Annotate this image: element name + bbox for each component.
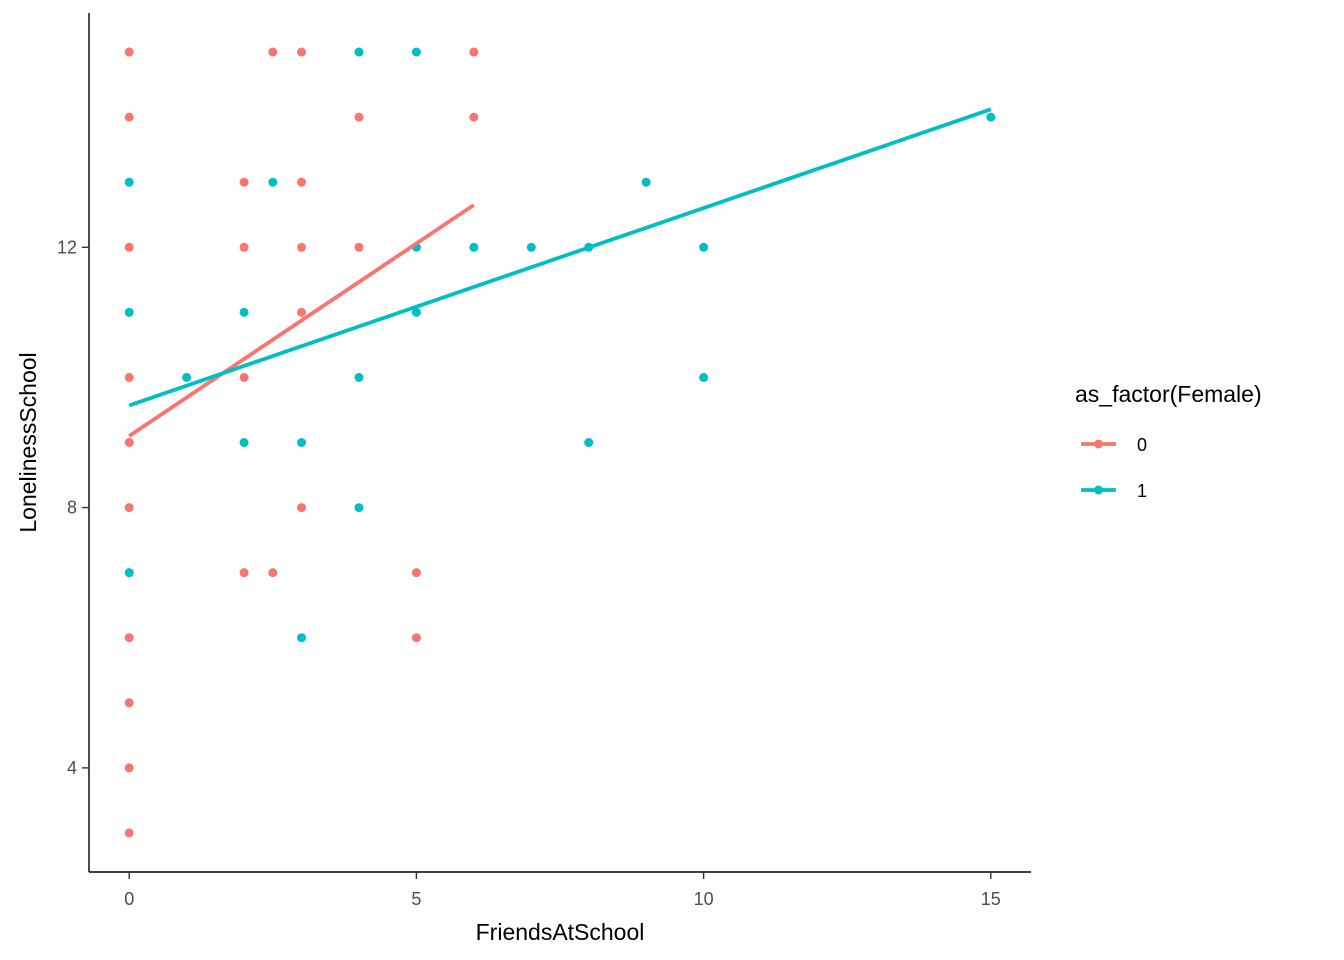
series-1-points	[124, 47, 996, 643]
data-point	[182, 372, 192, 382]
data-point	[268, 177, 278, 187]
y-axis: 4 8 12	[57, 13, 90, 872]
data-point	[699, 372, 709, 382]
data-point	[354, 372, 364, 382]
data-point	[124, 372, 134, 382]
data-point	[411, 47, 421, 57]
data-point	[124, 112, 134, 122]
y-tick-label: 8	[67, 498, 77, 518]
data-point	[239, 438, 249, 447]
data-point	[354, 112, 364, 122]
legend-key-point	[1094, 485, 1103, 495]
x-axis: 0 5 10 15	[89, 871, 1031, 909]
legend-label: 0	[1137, 435, 1147, 455]
data-point	[297, 503, 307, 513]
data-point	[124, 177, 134, 187]
series-1-fit-line	[128, 107, 992, 408]
data-point	[699, 242, 709, 252]
data-point	[641, 177, 651, 187]
legend-label: 1	[1137, 481, 1147, 501]
legend-item-0: 0	[1081, 435, 1147, 455]
legend-item-1: 1	[1081, 481, 1147, 501]
plot-panel	[124, 47, 996, 838]
data-point	[124, 242, 134, 252]
y-tick-label: 4	[67, 758, 77, 778]
data-point	[297, 47, 307, 57]
data-point	[268, 47, 278, 57]
x-tick-label: 10	[694, 889, 714, 909]
data-point	[124, 698, 134, 708]
y-axis-title: LonelinessSchool	[15, 352, 41, 532]
legend-title: as_factor(Female)	[1075, 381, 1262, 407]
data-point	[239, 307, 249, 317]
y-tick-label: 12	[57, 237, 77, 257]
data-point	[469, 112, 479, 122]
data-point	[411, 307, 421, 317]
x-tick-label: 0	[124, 889, 134, 909]
data-point	[297, 242, 307, 252]
data-point	[469, 242, 479, 252]
data-point	[986, 112, 996, 122]
data-point	[297, 177, 307, 187]
data-point	[354, 47, 364, 57]
data-point	[124, 503, 134, 513]
data-point	[124, 568, 134, 578]
data-point	[411, 633, 421, 643]
legend-key-point	[1094, 439, 1103, 449]
data-point	[354, 242, 364, 252]
data-point	[124, 828, 134, 838]
data-point	[124, 763, 134, 773]
data-point	[124, 633, 134, 643]
data-point	[124, 47, 134, 57]
x-tick-label: 15	[981, 889, 1001, 909]
data-point	[239, 372, 249, 382]
data-point	[297, 438, 307, 447]
data-point	[124, 307, 134, 317]
data-point	[297, 633, 307, 643]
data-point	[526, 242, 536, 252]
data-point	[239, 177, 249, 187]
data-point	[469, 47, 479, 57]
data-point	[268, 568, 278, 578]
legend: as_factor(Female) 0 1	[1075, 381, 1262, 501]
x-axis-title: FriendsAtSchool	[476, 919, 645, 945]
data-point	[584, 438, 594, 447]
data-point	[239, 242, 249, 252]
data-point	[297, 307, 307, 317]
data-point	[124, 438, 134, 447]
series-0-fit-line	[128, 203, 475, 438]
data-point	[354, 503, 364, 513]
series-0-points	[124, 47, 479, 838]
x-tick-label: 5	[411, 889, 421, 909]
data-point	[411, 568, 421, 578]
data-point	[239, 568, 249, 578]
